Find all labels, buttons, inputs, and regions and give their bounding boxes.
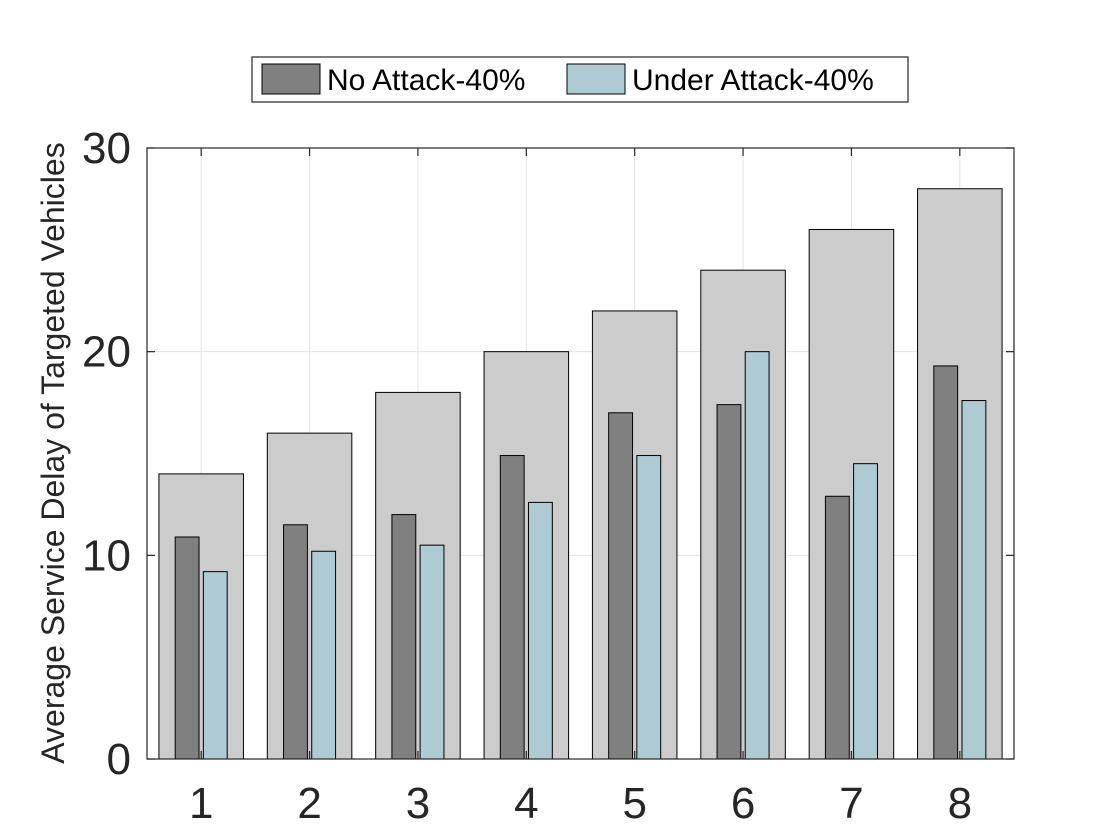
bar-no-attack [824,495,850,760]
bar-under-attack [744,351,770,760]
bar-no-attack [174,536,200,760]
bar-no-attack [391,514,417,760]
x-tick-label: 1 [189,779,213,828]
background-bar [700,269,786,760]
legend-label-under-attack: Under Attack-40% [632,64,874,97]
bar-under-attack [853,463,878,760]
legend-label-no-attack: No Attack-40% [327,64,525,97]
background-bars [158,188,1003,760]
bar-no-attack [499,455,525,760]
x-tick-label: 6 [731,779,755,828]
bar-under-attack [636,455,662,760]
y-tick-label: 10 [82,531,131,580]
background-bar [917,188,1003,760]
legend: No Attack-40% Under Attack-40% [251,56,909,103]
x-tick-label: 8 [948,779,972,828]
bar-under-attack [311,550,337,760]
y-tick-label: 30 [82,124,131,173]
background-bar [266,432,353,760]
bar-under-attack [961,400,987,760]
background-bar [158,473,244,760]
plot-area-frame [146,147,1015,760]
bar-no-attack [716,404,742,760]
x-tick-label: 7 [839,779,863,828]
bar-under-attack [527,501,553,760]
x-tick-label: 5 [622,779,646,828]
y-tick-label: 20 [82,328,131,377]
bar-no-attack [608,412,634,760]
x-tick-label: 4 [514,779,538,828]
tick-marks [147,147,1014,760]
series-bars [174,351,987,760]
background-bar [483,351,570,760]
x-tick-label: 3 [406,779,430,828]
bar-no-attack [283,524,308,760]
y-axis-label: Average Service Delay of Targeted Vehicl… [35,142,71,763]
legend-swatch-no-attack [261,63,321,95]
y-axis-tick-labels: 0 10 20 30 [82,124,131,784]
x-axis-tick-labels: 1 2 3 4 5 6 7 8 [189,779,972,828]
bar-under-attack [419,544,445,760]
bar-no-attack [933,365,959,760]
x-tick-label: 2 [297,779,321,828]
legend-swatch-under-attack [566,63,626,95]
bar-under-attack [202,571,228,760]
background-bar [808,228,895,760]
y-tick-label: 0 [107,735,131,784]
background-bar [375,391,461,760]
background-bar [591,310,678,760]
